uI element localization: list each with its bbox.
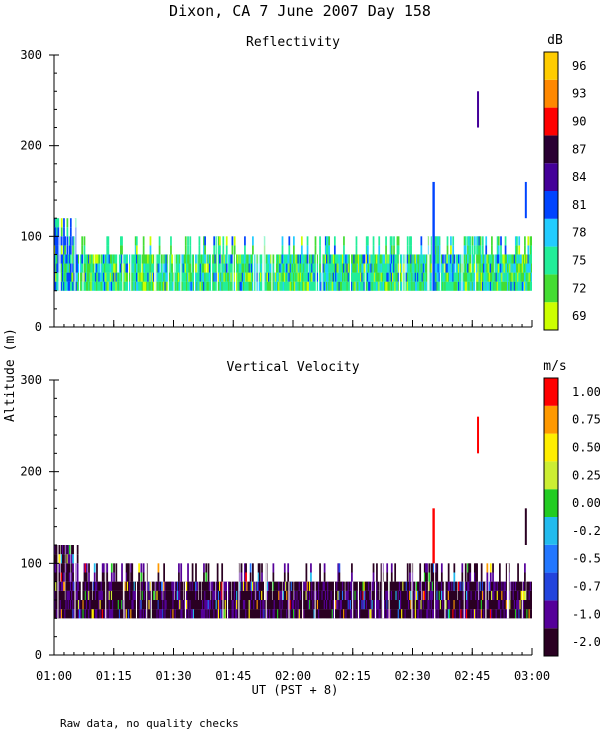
colorbar-label: 93 bbox=[572, 87, 586, 101]
colorbar-swatch bbox=[544, 378, 558, 406]
colorbar-swatch bbox=[544, 433, 558, 462]
colorbar-swatch bbox=[544, 274, 558, 303]
colorbar-swatch bbox=[544, 461, 558, 490]
reflectivity-panel: Reflectivity 0 100 200 300 69 72 75 78 81 84 87 90 93… bbox=[20, 33, 586, 334]
colorbar-label: 69 bbox=[572, 309, 586, 323]
colorbar-label: -2.00 bbox=[572, 635, 600, 649]
vertical-velocity-panel: Vertical Velocity 0 100 200 300 01:00 01:15 01:… bbox=[20, 359, 600, 683]
colorbar-swatch bbox=[544, 600, 558, 629]
y-axis-label: Altitude (m) bbox=[3, 328, 18, 422]
colorbar-label: 72 bbox=[572, 281, 586, 295]
y-tick-label: 100 bbox=[20, 229, 42, 243]
colorbar-swatch bbox=[544, 628, 558, 656]
x-tick-label: 02:00 bbox=[275, 669, 311, 683]
figure-title: Dixon, CA 7 June 2007 Day 158 bbox=[169, 2, 431, 20]
colorbar-label: 96 bbox=[572, 59, 586, 73]
colorbar-units: dB bbox=[547, 33, 563, 48]
panel-title: Vertical Velocity bbox=[226, 360, 359, 375]
footnote: Raw data, no quality checks bbox=[60, 717, 239, 730]
colorbar-swatch bbox=[544, 135, 558, 164]
colorbar-label: 81 bbox=[572, 198, 586, 212]
colorbar-swatch bbox=[544, 246, 558, 275]
colorbar-swatch bbox=[544, 107, 558, 136]
colorbar-swatch bbox=[544, 79, 558, 108]
y-tick-label: 200 bbox=[20, 465, 42, 479]
x-tick-label: 01:30 bbox=[155, 669, 191, 683]
y-tick-label: 300 bbox=[20, 373, 42, 387]
colorbar-frame bbox=[543, 51, 559, 331]
colorbar-label: 90 bbox=[572, 115, 586, 129]
colorbar-swatch bbox=[544, 489, 558, 517]
colorbar-label: 84 bbox=[572, 170, 586, 184]
x-tick-label: 01:00 bbox=[36, 669, 72, 683]
colorbar-swatch bbox=[544, 544, 558, 573]
colorbar-label: -0.50 bbox=[572, 552, 600, 566]
colorbar-label: -0.25 bbox=[572, 524, 600, 538]
colorbar-label: 75 bbox=[572, 254, 586, 268]
colorbar-label: 1.00 bbox=[572, 385, 600, 399]
colorbar-label: 78 bbox=[572, 226, 586, 240]
panel-title: Reflectivity bbox=[246, 35, 340, 50]
colorbar-swatch bbox=[544, 191, 558, 219]
highlight-feature bbox=[477, 91, 480, 128]
colorbar-label: 87 bbox=[572, 142, 586, 156]
highlight-feature bbox=[432, 508, 435, 564]
x-tick-label: 01:45 bbox=[215, 669, 251, 683]
y-tick-label: 300 bbox=[20, 48, 42, 62]
x-axis-label: UT (PST + 8) bbox=[252, 683, 339, 697]
colorbar-units: m/s bbox=[543, 359, 566, 374]
highlight-feature bbox=[524, 508, 527, 545]
y-tick-label: 100 bbox=[20, 556, 42, 570]
colorbar-frame bbox=[543, 377, 559, 657]
x-tick-label: 02:15 bbox=[335, 669, 371, 683]
colorbar-label: -1.00 bbox=[572, 607, 600, 621]
x-tick-label: 02:45 bbox=[454, 669, 490, 683]
colorbar-swatch bbox=[544, 218, 558, 247]
colorbar-swatch bbox=[544, 52, 558, 80]
colorbar-label: 0.00 bbox=[572, 496, 600, 510]
colorbar-label: -0.75 bbox=[572, 580, 600, 594]
colorbar-swatch bbox=[544, 517, 558, 545]
highlight-feature bbox=[432, 181, 435, 291]
y-tick-label: 200 bbox=[20, 139, 42, 153]
colorbar-swatch bbox=[544, 405, 558, 434]
y-tick-label: 0 bbox=[35, 648, 42, 662]
colorbar-label: 0.25 bbox=[572, 468, 600, 482]
data-layer bbox=[54, 91, 532, 291]
data-layer bbox=[54, 416, 532, 619]
x-tick-label: 01:15 bbox=[96, 669, 132, 683]
y-tick-label: 0 bbox=[35, 320, 42, 334]
highlight-feature bbox=[477, 416, 480, 454]
highlight-feature bbox=[524, 181, 527, 219]
colorbar-label: 0.75 bbox=[572, 413, 600, 427]
x-tick-label: 03:00 bbox=[514, 669, 550, 683]
colorbar-swatch bbox=[544, 163, 558, 191]
colorbar-label: 0.50 bbox=[572, 441, 600, 455]
colorbar-swatch bbox=[544, 572, 558, 601]
colorbar-swatch bbox=[544, 302, 558, 330]
x-tick-label: 02:30 bbox=[394, 669, 430, 683]
